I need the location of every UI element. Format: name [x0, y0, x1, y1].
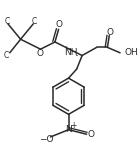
Text: NH: NH — [64, 48, 78, 57]
Text: O: O — [107, 28, 114, 37]
Text: O: O — [88, 130, 95, 139]
Text: O: O — [36, 49, 43, 58]
Text: N: N — [65, 125, 72, 134]
Text: C: C — [32, 17, 37, 26]
Text: C: C — [3, 51, 9, 60]
Text: +: + — [70, 121, 76, 130]
Text: C: C — [4, 17, 10, 26]
Text: O: O — [56, 20, 63, 29]
Text: :: : — [65, 43, 68, 53]
Text: ·: · — [75, 50, 79, 63]
Text: OH: OH — [125, 48, 138, 57]
Text: −O: −O — [39, 135, 53, 144]
